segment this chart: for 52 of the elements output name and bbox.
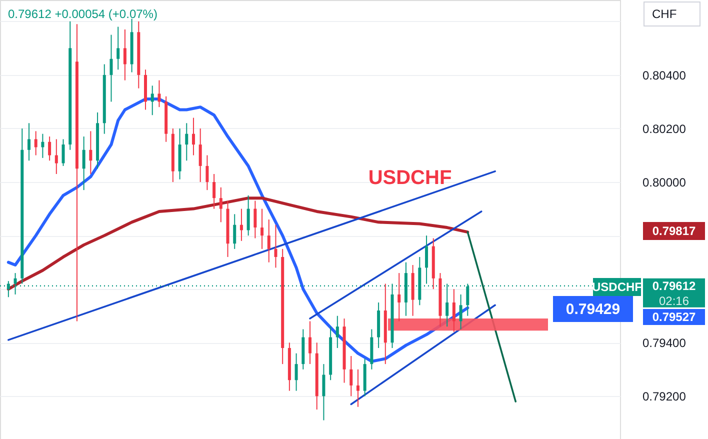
candlestick (123, 28, 126, 81)
text: CHF (652, 7, 677, 21)
candlestick (212, 173, 216, 210)
y-tick-label: 0.80200 (642, 122, 686, 136)
ref-line-label: 0.79612 (652, 278, 696, 293)
candlestick (54, 138, 58, 174)
candlestick (6, 280, 10, 298)
candlestick (274, 224, 278, 268)
candlestick (254, 200, 257, 239)
candlestick (356, 368, 360, 408)
candlestick (240, 208, 243, 242)
text: 0.79527 (652, 310, 696, 324)
candlestick (267, 219, 270, 263)
y-tick-label: 0.80400 (642, 68, 686, 82)
candlestick (192, 117, 195, 156)
y-tick-label: 0.80000 (642, 176, 686, 190)
annotation: 0.79429 (566, 301, 620, 318)
candlestick (89, 130, 92, 174)
y-tick-label: 0.79200 (642, 390, 686, 404)
annotation: 0.79612 +0.00054 (+0.07%) (8, 7, 158, 21)
candlestick (48, 136, 52, 162)
candlestick (308, 320, 312, 365)
annotation: USDCHF (592, 280, 642, 294)
candlestick (116, 26, 120, 70)
candlestick (34, 130, 38, 156)
candlestick (459, 294, 462, 330)
candlestick (425, 235, 428, 284)
text: 02:16 (658, 294, 690, 308)
candlestick (452, 288, 456, 332)
text: 0.79817 (652, 224, 696, 238)
candlestick (198, 128, 202, 183)
candlestick (350, 356, 353, 397)
candlestick (322, 364, 326, 421)
y-tick-label: 0.79400 (642, 336, 686, 350)
candlestick (233, 214, 236, 250)
annotation: USDCHF (368, 167, 452, 189)
candlestick (336, 315, 339, 348)
candlestick (82, 136, 86, 191)
candlestick (150, 85, 154, 116)
candlestick (206, 154, 209, 191)
candlestick (41, 133, 44, 158)
line-series (6, 196, 470, 291)
candlestick (246, 194, 250, 236)
candlestick (294, 352, 298, 392)
candlestick (27, 122, 30, 162)
candlestick (110, 34, 113, 102)
candlestick (62, 138, 65, 166)
candlestick (185, 122, 188, 162)
candlestick (260, 208, 264, 250)
candlestick (158, 80, 161, 108)
candlestick (219, 186, 222, 223)
candlestick (398, 272, 401, 322)
